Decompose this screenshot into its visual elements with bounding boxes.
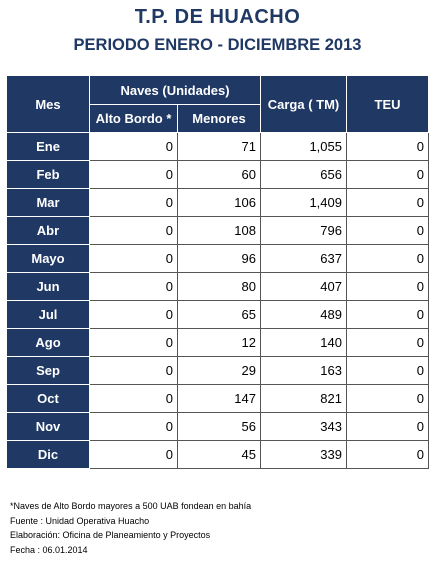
carga-cell: 1,409 xyxy=(260,188,347,217)
carga-cell: 140 xyxy=(260,328,347,357)
month-cell: Sep xyxy=(6,356,90,385)
menores-cell: 56 xyxy=(177,412,261,441)
carga-cell: 163 xyxy=(260,356,347,385)
month-cell: Abr xyxy=(6,216,90,245)
footnote-fecha: Fecha : 06.01.2014 xyxy=(10,544,88,555)
table-row: Ago 0 12 140 0 xyxy=(6,328,429,357)
table-row: Jun 0 80 407 0 xyxy=(6,272,429,301)
alto-bordo-cell: 0 xyxy=(89,188,178,217)
header-alto-bordo: Alto Bordo * xyxy=(89,104,178,133)
page-subtitle: PERIODO ENERO - DICIEMBRE 2013 xyxy=(73,36,362,54)
traffic-table: Mes Naves (Unidades) Carga ( TM) TEU Alt… xyxy=(6,75,429,469)
teu-cell: 0 xyxy=(346,356,429,385)
month-cell: Dic xyxy=(6,440,90,469)
month-cell: Oct xyxy=(6,384,90,413)
teu-cell: 0 xyxy=(346,132,429,161)
footnote-fuente: Fuente : Unidad Operativa Huacho xyxy=(10,515,150,526)
teu-cell: 0 xyxy=(346,244,429,273)
header-carga: Carga ( TM) xyxy=(260,75,347,133)
menores-cell: 12 xyxy=(177,328,261,357)
carga-cell: 637 xyxy=(260,244,347,273)
carga-cell: 821 xyxy=(260,384,347,413)
table-row: Abr 0 108 796 0 xyxy=(6,216,429,245)
carga-cell: 1,055 xyxy=(260,132,347,161)
footnote-alto-bordo: *Naves de Alto Bordo mayores a 500 UAB f… xyxy=(10,501,252,511)
carga-cell: 407 xyxy=(260,272,347,301)
month-cell: Jul xyxy=(6,300,90,329)
month-cell: Nov xyxy=(6,412,90,441)
table-row: Nov 0 56 343 0 xyxy=(6,412,429,441)
teu-cell: 0 xyxy=(346,412,429,441)
table-row: Oct 0 147 821 0 xyxy=(6,384,429,413)
alto-bordo-cell: 0 xyxy=(89,384,178,413)
teu-cell: 0 xyxy=(346,272,429,301)
alto-bordo-cell: 0 xyxy=(89,440,178,469)
month-cell: Mar xyxy=(6,188,90,217)
carga-cell: 339 xyxy=(260,440,347,469)
menores-cell: 71 xyxy=(177,132,261,161)
table-row: Ene 0 71 1,055 0 xyxy=(6,132,429,161)
alto-bordo-cell: 0 xyxy=(89,132,178,161)
header-naves: Naves (Unidades) xyxy=(89,75,261,105)
teu-cell: 0 xyxy=(346,160,429,189)
month-cell: Ene xyxy=(6,132,90,161)
alto-bordo-cell: 0 xyxy=(89,412,178,441)
teu-cell: 0 xyxy=(346,328,429,357)
table-row: Dic 0 45 339 0 xyxy=(6,440,429,469)
carga-cell: 489 xyxy=(260,300,347,329)
menores-cell: 106 xyxy=(177,188,261,217)
menores-cell: 65 xyxy=(177,300,261,329)
menores-cell: 45 xyxy=(177,440,261,469)
menores-cell: 29 xyxy=(177,356,261,385)
month-cell: Jun xyxy=(6,272,90,301)
alto-bordo-cell: 0 xyxy=(89,244,178,273)
table-row: Feb 0 60 656 0 xyxy=(6,160,429,189)
menores-cell: 96 xyxy=(177,244,261,273)
alto-bordo-cell: 0 xyxy=(89,160,178,189)
footnote-elaboracion: Elaboración: Oficina de Planeamiento y P… xyxy=(10,530,211,540)
table-row: Mar 0 106 1,409 0 xyxy=(6,188,429,217)
teu-cell: 0 xyxy=(346,188,429,217)
footnotes: *Naves de Alto Bordo mayores a 500 UAB f… xyxy=(10,499,251,557)
alto-bordo-cell: 0 xyxy=(89,356,178,385)
header-mes: Mes xyxy=(6,75,90,133)
table-row: Jul 0 65 489 0 xyxy=(6,300,429,329)
teu-cell: 0 xyxy=(346,384,429,413)
month-cell: Ago xyxy=(6,328,90,357)
teu-cell: 0 xyxy=(346,300,429,329)
table-row: Mayo 0 96 637 0 xyxy=(6,244,429,273)
menores-cell: 108 xyxy=(177,216,261,245)
menores-cell: 80 xyxy=(177,272,261,301)
alto-bordo-cell: 0 xyxy=(89,300,178,329)
teu-cell: 0 xyxy=(346,216,429,245)
header-menores: Menores xyxy=(177,104,261,133)
month-cell: Feb xyxy=(6,160,90,189)
table-row: Sep 0 29 163 0 xyxy=(6,356,429,385)
teu-cell: 0 xyxy=(346,440,429,469)
page-title: T.P. DE HUACHO xyxy=(134,6,301,28)
month-cell: Mayo xyxy=(6,244,90,273)
carga-cell: 343 xyxy=(260,412,347,441)
alto-bordo-cell: 0 xyxy=(89,216,178,245)
alto-bordo-cell: 0 xyxy=(89,328,178,357)
header-teu: TEU xyxy=(346,75,429,133)
menores-cell: 60 xyxy=(177,160,261,189)
menores-cell: 147 xyxy=(177,384,261,413)
carga-cell: 796 xyxy=(260,216,347,245)
alto-bordo-cell: 0 xyxy=(89,272,178,301)
carga-cell: 656 xyxy=(260,160,347,189)
